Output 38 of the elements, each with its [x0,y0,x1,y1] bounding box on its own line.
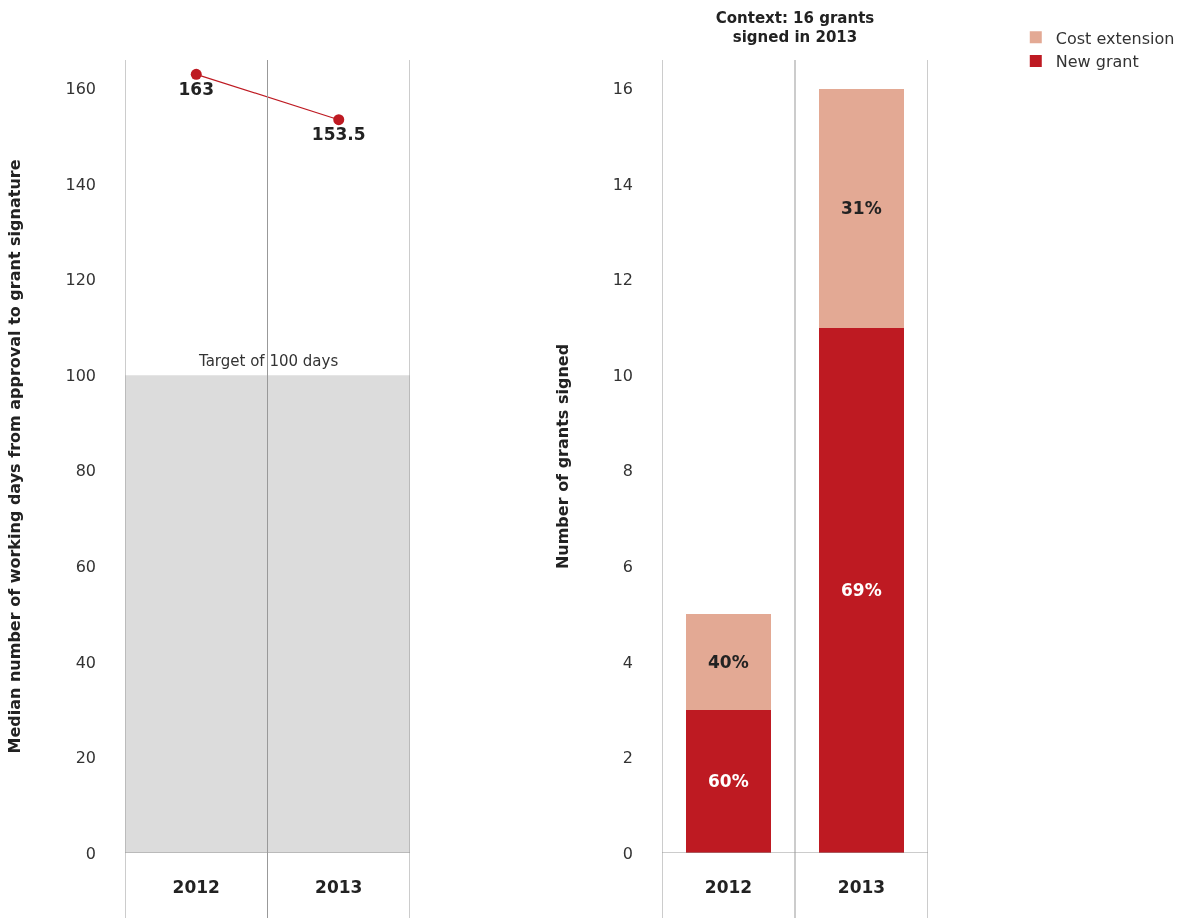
y-tick-label: 60 [75,556,96,576]
band-label: Target of 100 days [198,352,339,370]
y-tick-label: 120 [65,270,96,290]
y-tick-label: 4 [622,652,633,672]
annotation: 31% [841,198,882,218]
y-axis-title: Median number of working days from approval to grant signature [5,159,25,754]
data-label: 153.5 [311,124,366,145]
y-tick-label: 14 [612,174,633,194]
y-tick-label: 140 [65,174,96,194]
legend-label: Cost extension [1055,28,1175,48]
bar [818,88,905,328]
bar [818,327,905,853]
y-tick-label: 16 [612,79,633,99]
y-tick-label: 10 [612,365,633,385]
legend-label: New grant [1055,52,1139,72]
y-tick-label: 20 [75,748,96,768]
y-tick-label: 80 [75,461,96,481]
y-tick-label: 0 [85,843,96,863]
annotation: 40% [708,652,749,672]
bar [685,709,772,853]
annotation: 69% [841,580,882,600]
y-axis-title: Number of grants signed [552,343,572,570]
x-tick-label: 2012 [704,877,753,897]
y-tick-label: 2 [622,748,633,768]
x-tick-label: 2013 [315,877,363,897]
y-tick-label: 160 [65,79,96,99]
y-tick-label: 6 [622,556,633,576]
y-tick-label: 0 [622,843,633,863]
data-label: 163 [178,78,214,99]
y-tick-label: 8 [622,461,633,481]
annotation: 60% [708,771,749,791]
chart-title: Context: 16 grants signed in 2013 [715,8,875,47]
y-tick-label: 100 [65,365,96,385]
y-tick-label: 12 [612,270,633,290]
bar [685,614,772,710]
y-tick-label: 40 [75,652,96,672]
x-tick-label: 2012 [172,877,220,897]
x-tick-label: 2013 [837,877,886,897]
